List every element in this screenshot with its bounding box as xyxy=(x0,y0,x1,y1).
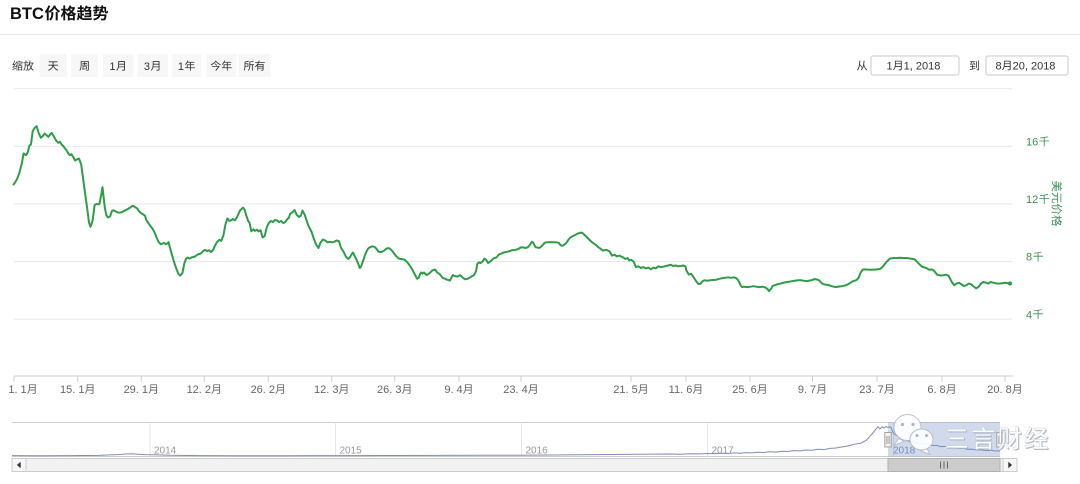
svg-text:4: 4 xyxy=(1026,309,1032,321)
svg-text:BTC: BTC xyxy=(10,5,44,23)
svg-text:12. 3: 12. 3 xyxy=(314,384,338,396)
svg-text:9. 4: 9. 4 xyxy=(444,384,462,396)
svg-text:2016: 2016 xyxy=(526,446,549,457)
svg-text:12. 2: 12. 2 xyxy=(187,384,211,396)
svg-text:15. 1: 15. 1 xyxy=(60,384,84,396)
svg-text:2014: 2014 xyxy=(154,446,177,457)
svg-text:9. 7: 9. 7 xyxy=(798,384,816,396)
svg-text:20. 8: 20. 8 xyxy=(987,384,1011,396)
svg-text:12: 12 xyxy=(1026,194,1038,206)
svg-text:23. 7: 23. 7 xyxy=(859,384,883,396)
svg-text:1: 1 xyxy=(178,61,184,73)
svg-text:21. 5: 21. 5 xyxy=(613,384,637,396)
svg-text:11. 6: 11. 6 xyxy=(669,384,693,396)
svg-text:1: 1 xyxy=(109,61,115,73)
svg-text:8: 8 xyxy=(1026,252,1032,264)
svg-text:23. 4: 23. 4 xyxy=(503,384,527,396)
svg-text:6. 8: 6. 8 xyxy=(927,384,945,396)
svg-text:1: 1 xyxy=(887,60,893,72)
svg-text:29. 1: 29. 1 xyxy=(124,384,148,396)
svg-text:2017: 2017 xyxy=(712,446,735,457)
svg-text:25. 6: 25. 6 xyxy=(732,384,756,396)
svg-text:1. 1: 1. 1 xyxy=(8,384,26,396)
svg-text:20, 2018: 20, 2018 xyxy=(1013,60,1056,72)
svg-text:2018: 2018 xyxy=(893,446,916,457)
svg-text:26. 2: 26. 2 xyxy=(251,384,275,396)
svg-text:26. 3: 26. 3 xyxy=(377,384,401,396)
svg-text:3: 3 xyxy=(144,61,150,73)
svg-text:2015: 2015 xyxy=(340,446,363,457)
svg-text:8: 8 xyxy=(996,60,1002,72)
svg-text:1, 2018: 1, 2018 xyxy=(904,60,941,72)
svg-text:16: 16 xyxy=(1026,137,1038,149)
